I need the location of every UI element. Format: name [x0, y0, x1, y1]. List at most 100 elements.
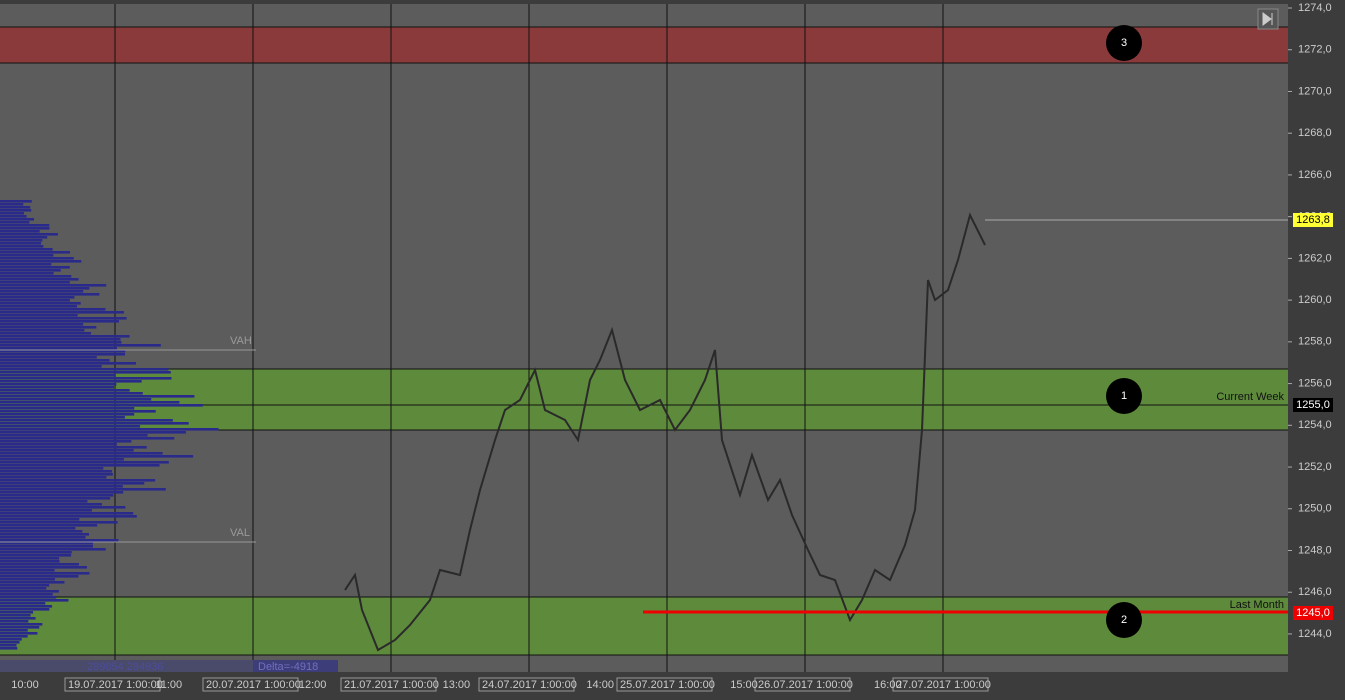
profile-bar	[0, 203, 24, 206]
profile-bar	[0, 494, 114, 497]
profile-bar	[0, 626, 40, 629]
profile-bar	[0, 275, 72, 278]
profile-bar	[0, 497, 111, 500]
time-label: 12:00	[299, 679, 327, 691]
profile-bar	[0, 623, 43, 626]
profile-bar	[0, 257, 74, 260]
profile-bar	[0, 278, 79, 281]
profile-bar	[0, 641, 20, 644]
profile-bar	[0, 299, 70, 302]
profile-bar	[0, 377, 172, 380]
profile-bar	[0, 449, 134, 452]
volume-profile	[0, 200, 219, 650]
price-label: 1248,0	[1298, 544, 1332, 556]
profile-bar	[0, 551, 72, 554]
profile-bar	[0, 209, 32, 212]
profile-bar	[0, 290, 84, 293]
profile-bar	[0, 524, 98, 527]
profile-bar	[0, 644, 17, 647]
month-zone	[0, 597, 1288, 655]
profile-bar	[0, 575, 79, 578]
date-label: 24.07.2017 1:00:00	[482, 679, 577, 691]
profile-bar	[0, 308, 106, 311]
profile-bar	[0, 353, 125, 356]
price-label: 1268,0	[1298, 127, 1332, 139]
profile-bar	[0, 443, 117, 446]
date-label: 26.07.2017 1:00:00	[758, 679, 853, 691]
time-axis: 19.07.2017 1:00:00 20.07.2017 1:00:00 21.0…	[11, 677, 991, 692]
profile-bar	[0, 599, 69, 602]
profile-bar	[0, 281, 70, 284]
price-label: 1244,0	[1298, 628, 1332, 640]
week-zone	[0, 369, 1288, 430]
profile-bar	[0, 284, 107, 287]
profile-bar	[0, 485, 123, 488]
profile-bar	[0, 272, 54, 275]
profile-bar	[0, 356, 97, 359]
profile-bar	[0, 611, 34, 614]
date-label: 19.07.2017 1:00:00	[68, 679, 163, 691]
profile-bar	[0, 263, 52, 266]
price-label: 1250,0	[1298, 503, 1332, 515]
profile-bar	[0, 338, 121, 341]
profile-bar	[0, 533, 89, 536]
profile-bar	[0, 455, 194, 458]
profile-bar	[0, 200, 32, 203]
profile-bar	[0, 287, 90, 290]
profile-bar	[0, 242, 42, 245]
profile-bar	[0, 458, 124, 461]
profile-bar	[0, 218, 35, 221]
profile-bar	[0, 473, 113, 476]
profile-bar	[0, 647, 18, 650]
profile-bar	[0, 404, 203, 407]
marker-2: 2	[1121, 614, 1127, 626]
profile-bar	[0, 587, 47, 590]
date-label: 21.07.2017 1:00:00	[344, 679, 439, 691]
profile-bar	[0, 302, 81, 305]
profile-bar	[0, 230, 40, 233]
profile-bar	[0, 245, 44, 248]
profile-bar	[0, 518, 80, 521]
profile-bar	[0, 341, 122, 344]
profile-bar	[0, 422, 189, 425]
profile-bar	[0, 467, 104, 470]
profile-bar	[0, 479, 156, 482]
price-bars	[344, 212, 986, 652]
profile-bar	[0, 515, 137, 518]
date-box	[892, 677, 989, 692]
date-box	[340, 677, 437, 692]
profile-bar	[0, 440, 132, 443]
price-label: 1266,0	[1298, 169, 1332, 181]
profile-bar	[0, 539, 119, 542]
profile-bar	[0, 311, 124, 314]
profile-bar	[0, 605, 53, 608]
profile-bar	[0, 410, 156, 413]
profile-bar	[0, 548, 106, 551]
profile-bar	[0, 359, 110, 362]
profile-bar	[0, 617, 36, 620]
price-label: 1260,0	[1298, 294, 1332, 306]
profile-bar	[0, 584, 50, 587]
profile-bar	[0, 566, 87, 569]
profile-bar	[0, 554, 72, 557]
profile-bar	[0, 476, 107, 479]
month-tag	[1293, 606, 1333, 620]
profile-bar	[0, 317, 127, 320]
date-label: 20.07.2017 1:00:00	[206, 679, 301, 691]
profile-bar	[0, 602, 46, 605]
profile-bar	[0, 446, 147, 449]
profile-bar	[0, 416, 125, 419]
profile-bar	[0, 233, 58, 236]
profile-bar	[0, 635, 28, 638]
profile-bar	[0, 596, 57, 599]
profile-bar	[0, 347, 117, 350]
profile-bar	[0, 461, 169, 464]
profile-bar	[0, 569, 55, 572]
delta-box	[253, 660, 338, 672]
profile-bar	[0, 395, 195, 398]
profile-bar	[0, 488, 166, 491]
profile-bar	[0, 305, 78, 308]
profile-bar	[0, 572, 90, 575]
profile-bar	[0, 344, 161, 347]
profile-bar	[0, 632, 38, 635]
